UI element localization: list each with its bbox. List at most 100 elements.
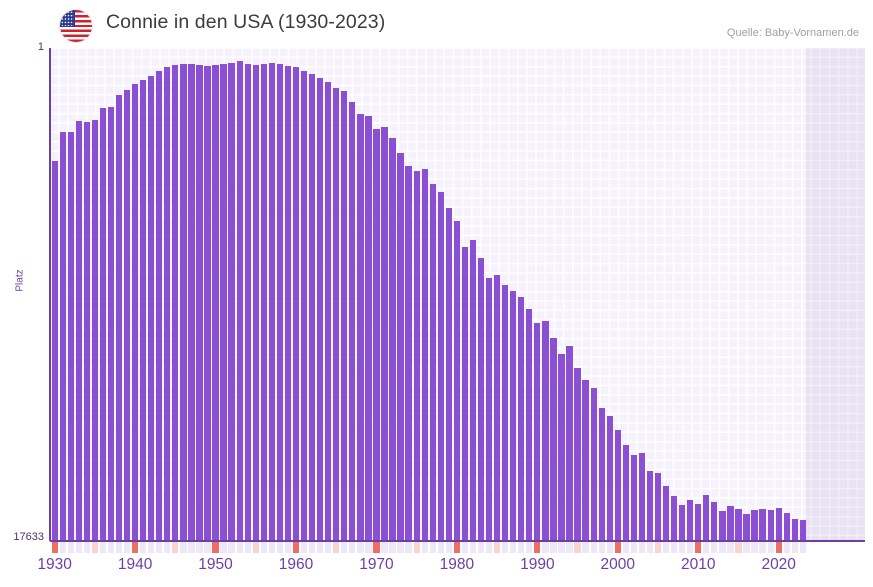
bar <box>381 126 388 541</box>
tick-mark-minor <box>526 542 533 553</box>
tick-mark-half-decade <box>333 542 340 553</box>
tick-mark-minor <box>349 542 356 553</box>
bar <box>365 115 372 541</box>
bar <box>590 388 597 541</box>
tick-mark-minor <box>75 542 82 553</box>
tick-mark-decade <box>131 542 139 553</box>
bar <box>228 62 235 541</box>
tick-mark-minor <box>550 542 557 553</box>
tick-mark-decade <box>695 542 702 553</box>
bar <box>180 64 187 541</box>
tick-mark-minor <box>727 542 734 553</box>
bar <box>670 496 678 541</box>
bar <box>139 79 147 541</box>
x-axis-tick-marks <box>50 542 865 553</box>
tick-mark-minor <box>300 542 308 553</box>
bar <box>268 63 275 541</box>
y-axis-top-tick-label: 1 <box>37 41 44 53</box>
tick-mark-half-decade <box>413 542 420 553</box>
tick-mark-minor <box>341 542 348 553</box>
bar <box>727 506 734 541</box>
bar <box>445 207 452 541</box>
tick-mark-minor <box>228 542 235 553</box>
bar <box>123 90 131 541</box>
tick-mark-minor <box>357 542 364 553</box>
bar <box>695 504 702 541</box>
tick-mark-minor <box>477 542 485 553</box>
tick-mark-minor <box>236 542 243 553</box>
bar <box>308 73 316 541</box>
tick-mark-minor <box>485 542 493 553</box>
tick-mark-minor <box>196 542 203 553</box>
x-axis-tick-label: 2000 <box>600 556 636 573</box>
tick-mark-minor <box>767 542 774 553</box>
bar <box>107 107 115 541</box>
bar <box>679 505 686 541</box>
x-axis-tick-label: 2010 <box>681 556 716 573</box>
tick-mark-half-decade <box>91 542 99 553</box>
tick-mark-minor <box>188 542 195 553</box>
tick-mark-minor <box>164 542 171 553</box>
bar <box>598 408 605 541</box>
flag-canton <box>60 10 75 28</box>
tick-mark-minor <box>325 542 332 553</box>
tick-mark-minor <box>622 542 629 553</box>
x-axis-line <box>50 540 865 542</box>
x-axis-tick-label: 1950 <box>198 556 233 573</box>
bar <box>260 64 267 541</box>
tick-mark-minor <box>381 542 388 553</box>
bar <box>542 321 549 541</box>
y-axis-line <box>49 48 51 541</box>
bar <box>164 66 171 541</box>
bar <box>550 338 557 541</box>
tick-mark-minor <box>791 542 798 553</box>
bar <box>99 107 107 541</box>
tick-mark-half-decade <box>735 542 742 553</box>
tick-mark-minor <box>461 542 469 553</box>
bar <box>735 508 742 541</box>
tick-mark-minor <box>220 542 227 553</box>
tick-mark-minor <box>558 542 565 553</box>
tick-mark-decade <box>51 542 58 553</box>
tick-mark-minor <box>308 542 316 553</box>
tick-mark-minor <box>244 542 251 553</box>
tick-mark-half-decade <box>654 542 662 553</box>
page-title: Connie in den USA (1930-2023) <box>106 11 386 33</box>
tick-mark-minor <box>123 542 131 553</box>
bar <box>413 170 420 541</box>
bar <box>341 90 348 541</box>
tick-mark-minor <box>99 542 107 553</box>
bar <box>244 63 251 541</box>
tick-mark-minor <box>284 542 292 553</box>
tick-mark-half-decade <box>172 542 179 553</box>
tick-mark-minor <box>799 542 806 553</box>
tick-mark-minor <box>429 542 436 553</box>
bar <box>799 519 806 541</box>
bar <box>429 184 436 541</box>
bar <box>469 239 477 541</box>
tick-mark-decade <box>453 542 461 553</box>
tick-mark-minor <box>389 542 396 553</box>
bar <box>67 132 74 541</box>
tick-mark-minor <box>606 542 613 553</box>
bar <box>622 445 629 541</box>
tick-mark-minor <box>107 542 115 553</box>
bar <box>461 247 469 541</box>
tick-mark-minor <box>276 542 284 553</box>
bar <box>662 485 670 541</box>
bar <box>357 114 364 541</box>
tick-mark-decade <box>775 542 782 553</box>
tick-mark-minor <box>630 542 638 553</box>
bar <box>493 275 501 541</box>
x-axis-tick-label: 1930 <box>37 556 72 573</box>
tick-mark-minor <box>783 542 790 553</box>
bar <box>646 471 654 541</box>
bar <box>115 94 123 541</box>
tick-mark-minor <box>582 542 589 553</box>
tick-mark-minor <box>590 542 597 553</box>
tick-mark-minor <box>662 542 670 553</box>
bar <box>654 473 662 541</box>
tick-mark-minor <box>421 542 428 553</box>
tick-mark-minor <box>268 542 275 553</box>
